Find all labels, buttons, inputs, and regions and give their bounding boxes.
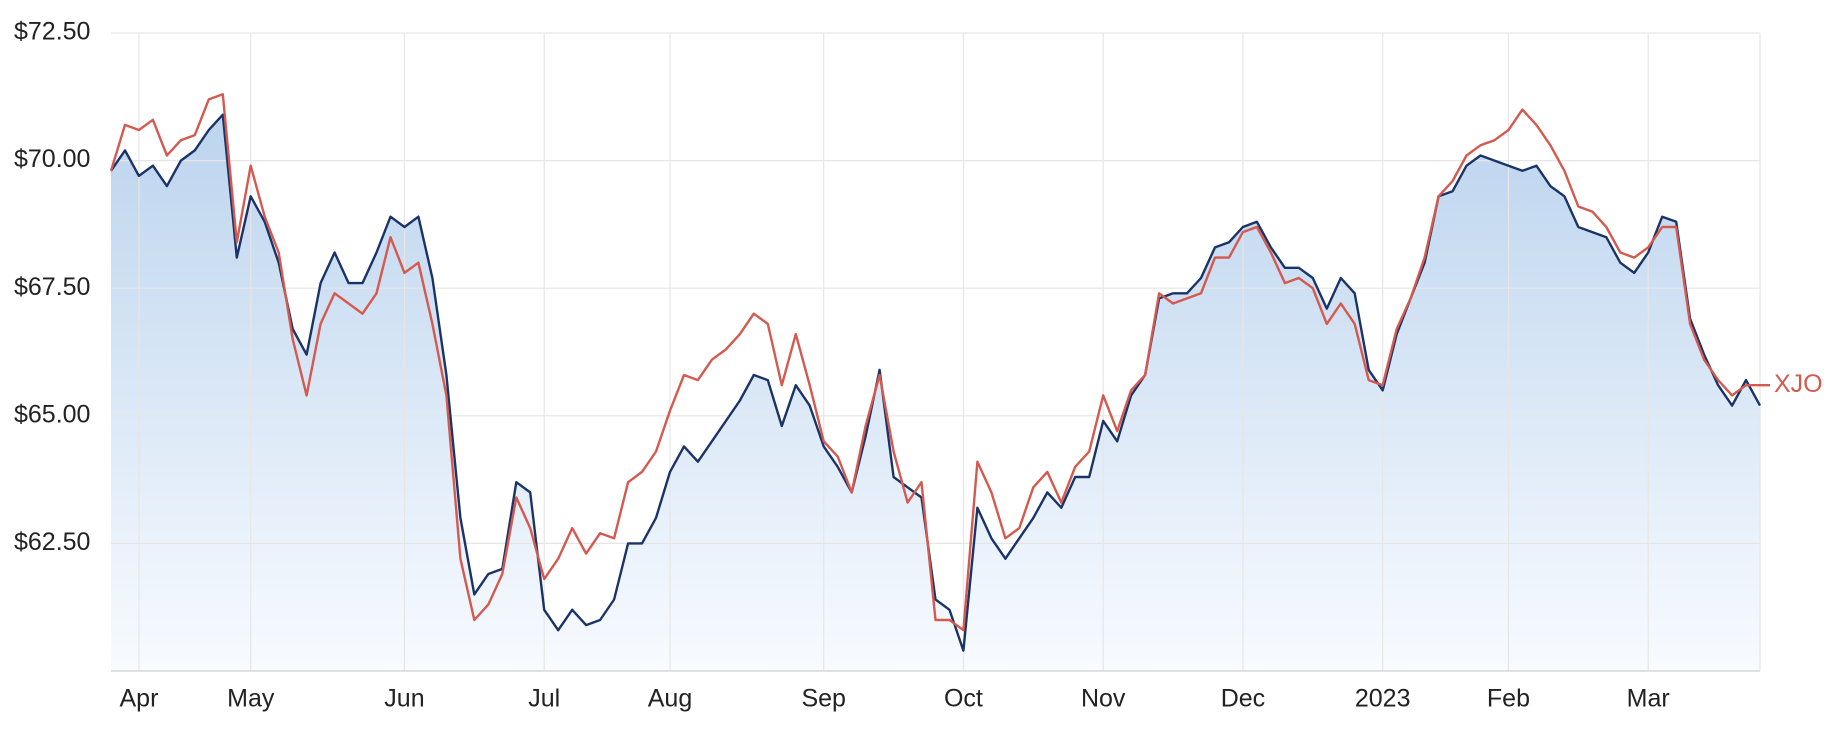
y-tick-label: $72.50 — [14, 18, 90, 46]
series-line — [110, 113, 1762, 652]
x-tick-label: Dec — [1221, 685, 1265, 713]
x-tick-label: Oct — [944, 685, 983, 713]
x-tick-label: Apr — [119, 685, 158, 713]
y-tick-label: $70.00 — [14, 145, 90, 173]
y-tick-label: $62.50 — [14, 528, 90, 556]
series-label: XJO — [1774, 370, 1823, 398]
x-tick-label: May — [227, 685, 275, 713]
x-tick-label: Aug — [648, 685, 692, 713]
x-tick-label: Jul — [528, 685, 560, 713]
area — [111, 114, 1760, 671]
y-tick-label: $65.00 — [14, 400, 90, 428]
x-tick-label: Feb — [1487, 685, 1530, 713]
y-tick-label: $67.50 — [14, 273, 90, 301]
x-tick-label: Sep — [801, 685, 845, 713]
x-tick-label: Mar — [1627, 685, 1670, 713]
series-line — [109, 93, 1760, 632]
x-tick-label: 2023 — [1355, 685, 1411, 713]
x-tick-label: Nov — [1081, 685, 1126, 713]
x-tick-label: Jun — [384, 685, 424, 713]
